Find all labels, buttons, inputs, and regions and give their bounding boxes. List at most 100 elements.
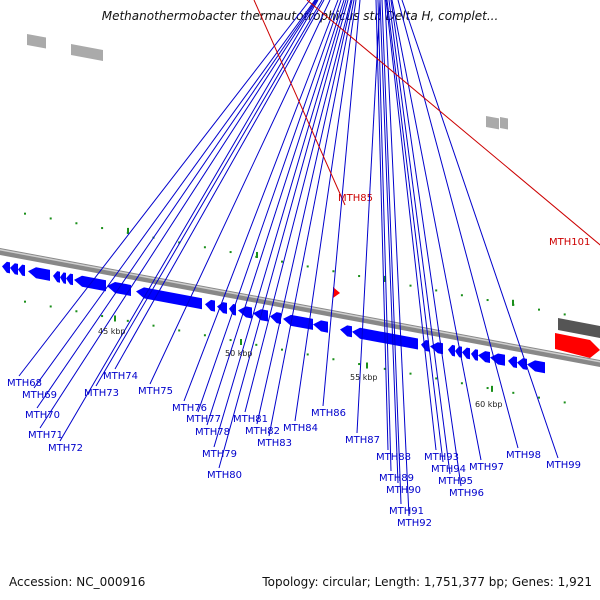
gene-arrow: [313, 320, 328, 333]
rna-feature: [71, 44, 103, 61]
gene-label[interactable]: MTH76: [172, 403, 207, 414]
tick-mark: [255, 343, 258, 346]
gene-label[interactable]: MTH96: [449, 488, 484, 499]
label-leader-line: [306, 0, 600, 246]
label-leader-line: [375, 0, 389, 451]
gene-label[interactable]: MTH70: [25, 410, 60, 421]
gene-arrow-highlight: [333, 287, 340, 298]
gene-label[interactable]: MTH101: [549, 237, 590, 248]
tick-mark: [409, 372, 412, 375]
label-leader-line: [384, 0, 410, 517]
label-leader-line: [36, 0, 317, 409]
tick-mark: [306, 353, 309, 356]
tick-mark: [49, 217, 52, 220]
tick-mark: [101, 315, 104, 318]
tick-mark: [538, 396, 540, 399]
major-tick: [512, 299, 514, 306]
gene-label[interactable]: MTH89: [379, 473, 414, 484]
gene-label[interactable]: MTH74: [103, 371, 138, 382]
tick-mark: [49, 305, 52, 308]
gene-arrow: [270, 312, 281, 324]
gene-label[interactable]: MTH68: [7, 378, 42, 389]
gene-label[interactable]: MTH87: [345, 435, 380, 446]
gene-label[interactable]: MTH80: [207, 470, 242, 481]
gene-arrow: [217, 302, 227, 314]
tick-mark: [24, 212, 26, 215]
gene-label[interactable]: MTH84: [283, 423, 318, 434]
gene-label[interactable]: MTH83: [257, 438, 292, 449]
gene-label[interactable]: MTH94: [431, 464, 466, 475]
tick-labels: 45 kbp 50 kbp 55 kbp 60 kbp: [98, 327, 503, 409]
label-leader-line: [390, 0, 462, 487]
tick-mark: [486, 299, 489, 302]
rna-feature: [27, 34, 46, 49]
label-leader-line: [388, 0, 451, 475]
major-tick: [240, 338, 242, 345]
tick-mark: [460, 382, 463, 385]
gene-label[interactable]: MTH95: [438, 476, 473, 487]
gene-arrow: [340, 325, 352, 338]
gene-arrow: [18, 264, 25, 277]
label-leader-line: [33, 0, 316, 389]
gene-arrow: [66, 273, 73, 286]
tick-mark: [281, 260, 283, 263]
gene-arrow: [283, 314, 313, 330]
label-leader-line: [149, 0, 331, 385]
label-leader-line: [244, 0, 352, 413]
tick-mark: [460, 294, 463, 297]
tick-mark: [152, 324, 155, 327]
tick-mark: [75, 310, 78, 313]
gene-label[interactable]: MTH98: [506, 450, 541, 461]
gene-arrow: [462, 347, 470, 360]
gene-label[interactable]: MTH91: [389, 506, 424, 517]
gene-arrow: [136, 287, 202, 310]
backbone-highlight: [0, 249, 600, 363]
gene-label[interactable]: MTH85: [338, 193, 373, 204]
tick-mark: [178, 329, 181, 332]
label-leader-line: [377, 0, 392, 472]
gene-label[interactable]: MTH79: [202, 449, 237, 460]
gene-arrow: [490, 353, 505, 366]
gene-label[interactable]: MTH78: [195, 427, 230, 438]
gene-arrow: [421, 339, 429, 352]
gene-label[interactable]: MTH69: [22, 390, 57, 401]
label-leader-line: [183, 0, 339, 402]
gene-arrow: [478, 351, 490, 363]
map-title: Methanothermobacter thermautotrophicus s…: [101, 9, 499, 23]
label-leader-line: [294, 0, 357, 422]
accession-text: Accession: NC_000916: [9, 575, 146, 589]
gene-label[interactable]: MTH81: [233, 414, 268, 425]
tick-mark: [383, 367, 386, 370]
gene-label[interactable]: MTH99: [546, 460, 581, 471]
major-tick: [256, 251, 258, 258]
tick-mark: [538, 308, 540, 311]
rna-feature: [500, 117, 508, 130]
gene-label[interactable]: MTH88: [376, 452, 411, 463]
tick-mark: [229, 339, 232, 342]
gene-label[interactable]: MTH92: [397, 518, 432, 529]
gene-label[interactable]: MTH93: [424, 452, 459, 463]
label-leader-line: [197, 0, 342, 413]
major-tick: [491, 385, 493, 392]
gene-label[interactable]: MTH82: [245, 426, 280, 437]
gene-label[interactable]: MTH72: [48, 443, 83, 454]
gene-label[interactable]: MTH97: [469, 462, 504, 473]
tick-label: 45 kbp: [98, 327, 126, 336]
label-leader-line: [379, 0, 399, 484]
gene-label[interactable]: MTH77: [186, 414, 221, 425]
topology-summary: Topology: circular; Length: 1,751,377 bp…: [262, 575, 592, 589]
tick-mark: [435, 289, 438, 292]
gene-label[interactable]: MTH73: [84, 388, 119, 399]
rna-feature: [486, 116, 499, 130]
tick-mark: [101, 227, 104, 230]
gene-label[interactable]: MTH86: [311, 408, 346, 419]
tick-mark: [358, 275, 361, 278]
major-tick: [384, 275, 386, 282]
gene-label[interactable]: MTH71: [28, 430, 63, 441]
label-leader-line: [356, 0, 381, 434]
sequence-backbone: [0, 248, 600, 367]
label-leader-line: [218, 0, 349, 469]
gene-label[interactable]: MTH75: [138, 386, 173, 397]
gene-label[interactable]: MTH90: [386, 485, 421, 496]
